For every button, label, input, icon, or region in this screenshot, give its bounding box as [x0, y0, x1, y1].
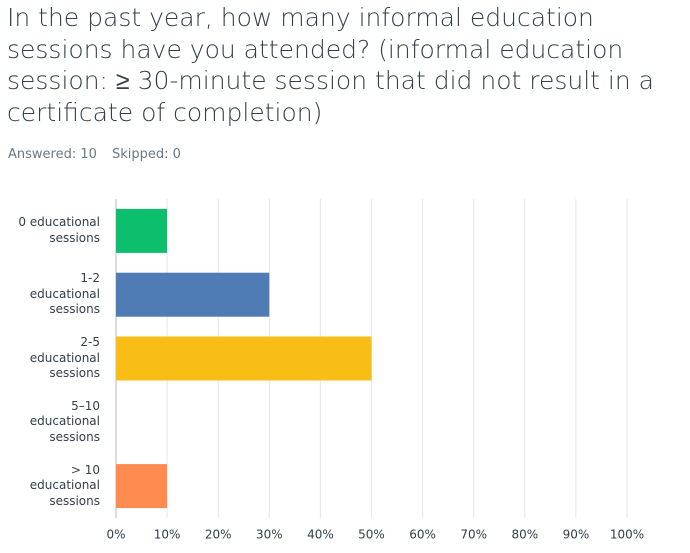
category-label: 1-2 educational sessions — [29, 271, 100, 317]
x-tick-label: 50% — [358, 528, 385, 542]
x-tick-label: 90% — [563, 528, 590, 542]
x-tick-label: 100% — [610, 528, 644, 542]
x-tick-label: 70% — [460, 528, 487, 542]
x-tick-label: 40% — [307, 528, 334, 542]
bar — [116, 464, 168, 509]
category-label: 2-5 educational sessions — [29, 335, 100, 380]
bar — [116, 272, 270, 317]
x-tick-label: 10% — [154, 528, 181, 542]
question-title: In the past year, how many informal educ… — [7, 3, 654, 127]
skipped-count: Skipped: 0 — [112, 147, 181, 162]
x-tick-label: 80% — [511, 528, 538, 542]
x-tick-label: 20% — [205, 528, 232, 542]
bar — [116, 208, 168, 253]
x-tick-label: 0% — [106, 528, 125, 542]
category-label: 0 educational sessions — [18, 215, 100, 245]
x-tick-label: 30% — [256, 528, 283, 542]
category-label: 5–10 educational sessions — [29, 398, 100, 444]
category-label: > 10 educational sessions — [29, 462, 100, 508]
answered-count: Answered: 10 — [8, 147, 97, 162]
x-tick-label: 60% — [409, 528, 436, 542]
bar — [116, 336, 372, 381]
